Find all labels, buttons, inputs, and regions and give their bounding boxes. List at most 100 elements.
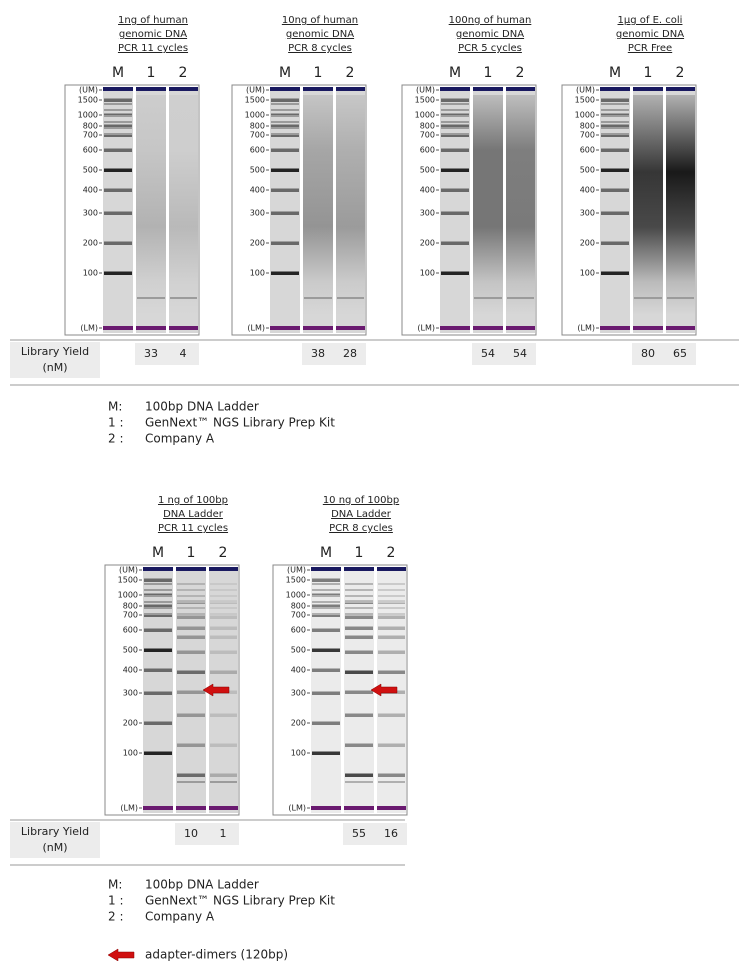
size-label: 800 — [580, 122, 595, 131]
lane — [270, 87, 300, 333]
yield-value: 54 — [513, 347, 527, 360]
size-label: 300 — [420, 209, 435, 218]
band — [345, 613, 373, 615]
size-label: 100 — [580, 269, 595, 278]
lower-marker — [270, 326, 300, 330]
band — [345, 616, 373, 620]
yield-value: 1 — [220, 827, 227, 840]
smear — [633, 95, 663, 315]
band — [144, 589, 172, 591]
band — [177, 651, 205, 655]
band — [271, 189, 299, 193]
lane-label: 1 — [355, 545, 364, 561]
size-label: 200 — [580, 239, 595, 248]
size-label: (UM) — [79, 86, 98, 95]
size-label: 500 — [250, 166, 265, 175]
size-label: 400 — [250, 186, 265, 195]
band — [441, 242, 469, 246]
lower-marker — [633, 326, 663, 330]
band — [144, 669, 172, 673]
band — [441, 121, 469, 123]
band — [601, 127, 629, 129]
yield-value: 28 — [343, 347, 357, 360]
legend-text: 100bp DNA Ladder — [145, 400, 259, 414]
upper-marker — [209, 567, 238, 571]
panel-title: PCR 8 cycles — [329, 523, 393, 534]
band — [345, 774, 373, 778]
band — [441, 109, 469, 111]
panel-title: 1ng of human — [118, 15, 188, 26]
band — [177, 744, 205, 748]
lower-marker — [600, 326, 630, 330]
band — [144, 629, 172, 633]
legend-key: 1 : — [108, 416, 124, 430]
band — [378, 613, 405, 615]
lane-label: 1 — [644, 65, 653, 81]
size-label: (LM) — [247, 324, 265, 333]
band — [271, 99, 299, 103]
band — [441, 169, 469, 173]
lane-label: 1 — [147, 65, 156, 81]
lower-marker — [344, 806, 374, 810]
band — [378, 595, 405, 597]
size-label: 300 — [250, 209, 265, 218]
band — [144, 601, 172, 603]
size-label: 500 — [580, 166, 595, 175]
band — [345, 636, 373, 640]
band — [271, 103, 299, 105]
band — [104, 242, 132, 246]
smear — [136, 95, 166, 315]
band — [104, 133, 132, 135]
band — [104, 121, 132, 123]
yield-label: Library Yield — [21, 825, 89, 838]
band — [177, 583, 205, 585]
band — [345, 589, 373, 591]
size-label: 700 — [420, 131, 435, 140]
size-label: 700 — [580, 131, 595, 140]
band — [104, 115, 132, 117]
band — [104, 189, 132, 193]
band — [441, 99, 469, 103]
legend-key: M: — [108, 400, 122, 414]
band — [177, 774, 205, 778]
upper-marker — [473, 87, 503, 91]
band — [601, 133, 629, 135]
band — [271, 242, 299, 246]
upper-marker — [377, 567, 406, 571]
band — [210, 583, 237, 585]
band — [177, 595, 205, 597]
band — [104, 149, 132, 153]
upper-marker — [303, 87, 333, 91]
dimer-band — [634, 297, 662, 299]
lower-marker — [506, 326, 535, 330]
band — [312, 589, 340, 591]
band — [441, 272, 469, 276]
size-label: (LM) — [120, 804, 138, 813]
size-label: 600 — [250, 146, 265, 155]
size-label: 600 — [123, 626, 138, 635]
upper-marker — [136, 87, 166, 91]
band — [312, 607, 340, 609]
lower-marker — [136, 326, 166, 330]
panel-title: 1µg of E. coli — [618, 15, 683, 26]
arrow-note: adapter-dimers (120bp) — [145, 948, 288, 961]
red-arrow — [108, 949, 134, 961]
size-label: 700 — [291, 611, 306, 620]
band — [144, 692, 172, 696]
upper-marker — [666, 87, 695, 91]
panel-title: PCR Free — [628, 43, 672, 54]
lane-label: M — [279, 65, 291, 81]
band — [177, 627, 205, 631]
size-label: 1000 — [575, 111, 595, 120]
band — [144, 595, 172, 597]
lower-marker — [377, 806, 406, 810]
band — [177, 714, 205, 718]
lower-marker — [209, 806, 238, 810]
upper-marker — [600, 87, 630, 91]
band — [144, 607, 172, 609]
upper-marker — [169, 87, 198, 91]
band — [345, 627, 373, 631]
panel-title: DNA Ladder — [163, 509, 224, 520]
size-label: 1500 — [118, 576, 138, 585]
band — [601, 109, 629, 111]
